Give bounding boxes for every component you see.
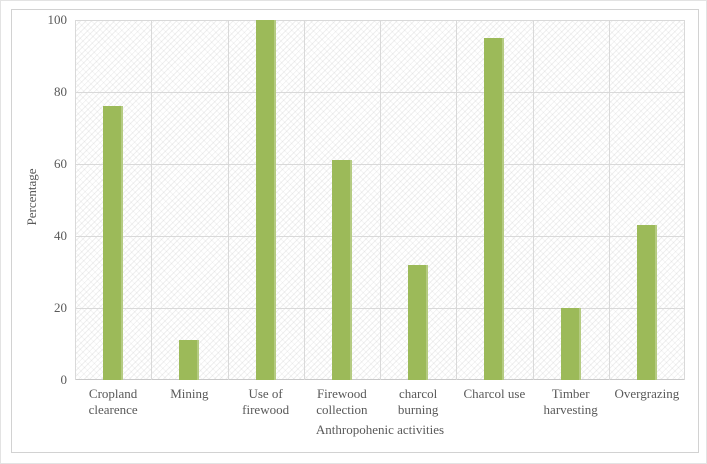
gridline-v-4 [380, 20, 381, 380]
gridline-v-3 [304, 20, 305, 380]
gridline-v-0 [75, 20, 76, 380]
gridline-v-2 [228, 20, 229, 380]
gridline-v-5 [456, 20, 457, 380]
y-tick-label-60: 60 [54, 156, 67, 171]
x-axis-title: Anthropohenic activities [315, 422, 445, 437]
bar-timber-harvesting [561, 308, 581, 380]
bar-cropland-clearence [103, 106, 123, 380]
x-category-label-6: Timber harvesting [543, 386, 598, 417]
bar-use-of-firewood [256, 20, 276, 380]
x-category-label-2: Use of firewood [242, 386, 290, 417]
gridline-v-1 [151, 20, 152, 380]
y-axis-title: Percentage [24, 168, 39, 226]
x-category-label-7: Overgrazing [614, 386, 680, 401]
x-category-label-1: Mining [170, 386, 209, 401]
bar-firewood-collection [332, 160, 352, 380]
plot-area [75, 20, 685, 380]
chart-frame: Percentage 0 20 40 60 80 100 Cropland clearen… [11, 9, 699, 453]
x-category-label-4: charcol burning [397, 386, 439, 417]
bar-overgrazing [637, 225, 657, 380]
bar-mining [179, 340, 199, 380]
y-tick-label-0: 0 [60, 372, 68, 387]
y-tick-label-20: 20 [54, 300, 67, 315]
gridline-v-7 [609, 20, 610, 380]
x-category-label-5: Charcol use [463, 386, 526, 401]
bar-charcol-burning [408, 265, 428, 380]
gridline-v-6 [533, 20, 534, 380]
gridline-v-8 [684, 20, 685, 380]
bar-charcol-use [484, 38, 504, 380]
x-category-label-3: Firewood collection [316, 386, 368, 417]
y-tick-label-80: 80 [54, 84, 67, 99]
y-tick-label-100: 100 [47, 12, 68, 27]
x-category-label-0: Cropland clearence [88, 386, 138, 417]
y-tick-label-40: 40 [54, 228, 67, 243]
